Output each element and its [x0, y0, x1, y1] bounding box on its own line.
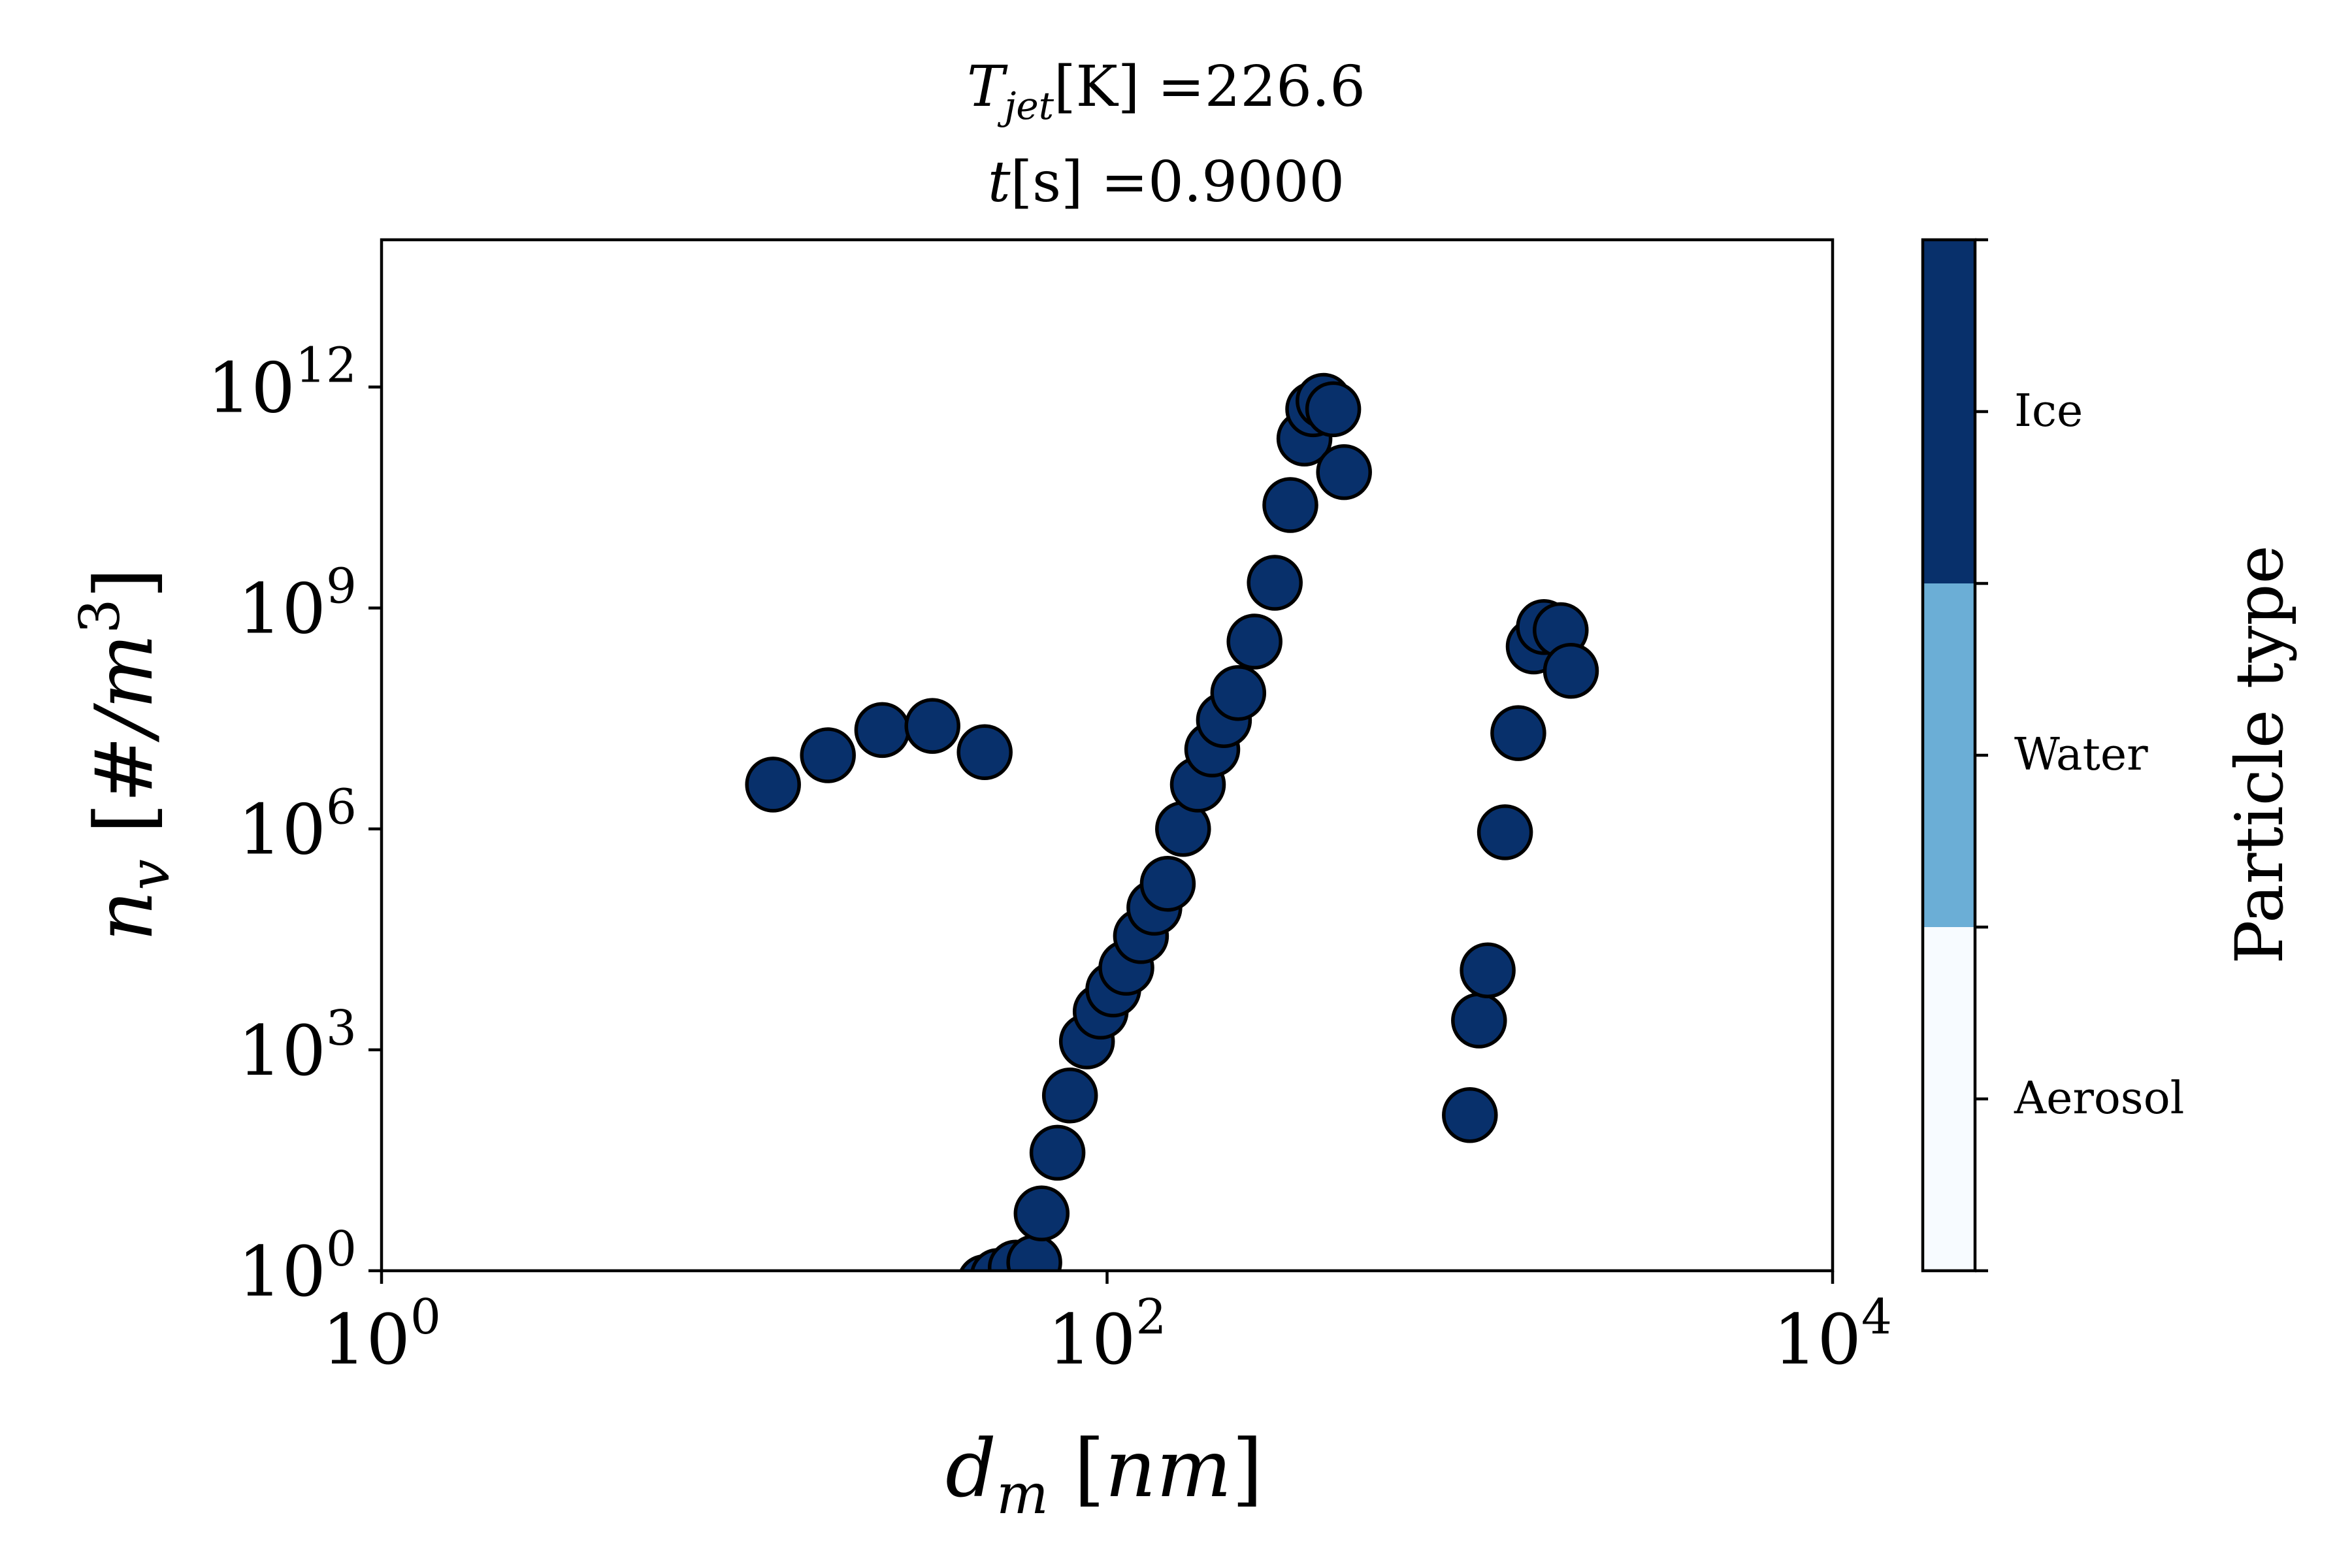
y-tick-label: 106: [238, 779, 357, 870]
y-tick-label: 100: [238, 1221, 357, 1312]
data-point: [1490, 705, 1546, 761]
colorbar-segment: [1923, 583, 1975, 927]
data-point: [1442, 1086, 1498, 1143]
data-point: [1041, 1067, 1098, 1124]
x-tick-label: 102: [1048, 1289, 1167, 1380]
y-axis-ticks: 100 103 106 109 1012: [207, 337, 382, 1312]
chart-title-line2: t[s] =0.9000: [988, 150, 1345, 215]
colorbar: Ice Water Aerosol: [1921, 238, 2184, 1273]
data-point: [1139, 855, 1196, 912]
data-point: [800, 727, 856, 783]
data-point: [1305, 381, 1362, 438]
colorbar-segment: [1923, 240, 1975, 583]
colorbar-tick-label: Water: [2014, 729, 2148, 781]
data-point: [1262, 477, 1318, 533]
data-point: [1247, 555, 1303, 611]
data-point: [745, 757, 801, 813]
colorbar-segment: [1923, 927, 1975, 1271]
x-axis-ticks: 100 102 104: [322, 1271, 1892, 1380]
x-axis-label: dm [nm]: [945, 1422, 1263, 1526]
y-axis-label: nv [#/m3]: [68, 568, 182, 942]
data-point: [1006, 1234, 1062, 1271]
colorbar-tick-label: Ice: [2014, 385, 2083, 437]
data-point: [956, 724, 1013, 781]
data-point: [904, 698, 960, 754]
data-point: [1543, 643, 1599, 699]
x-tick-label: 104: [1773, 1289, 1892, 1380]
data-point: [1451, 992, 1507, 1049]
colorbar-label: Particle type: [2221, 545, 2298, 964]
chart-title-line1: Tjet[K] =226.6: [967, 54, 1365, 128]
data-point: [1226, 613, 1282, 670]
data-point: [1460, 942, 1516, 998]
data-point: [1013, 1185, 1070, 1242]
data-point: [854, 702, 911, 759]
x-tick-label: 100: [322, 1289, 441, 1380]
colorbar-tick-label: Aerosol: [2014, 1073, 2184, 1124]
data-point: [1029, 1124, 1086, 1181]
data-point: [1316, 444, 1372, 500]
plot-area: [382, 240, 1833, 1271]
scatter-points: [745, 372, 1599, 1271]
y-tick-label: 103: [238, 1000, 357, 1091]
y-tick-label: 1012: [207, 337, 357, 428]
y-tick-label: 109: [238, 559, 357, 649]
data-point: [1477, 804, 1533, 860]
data-point: [1210, 664, 1267, 721]
colorbar-frame: [1921, 238, 1977, 1273]
